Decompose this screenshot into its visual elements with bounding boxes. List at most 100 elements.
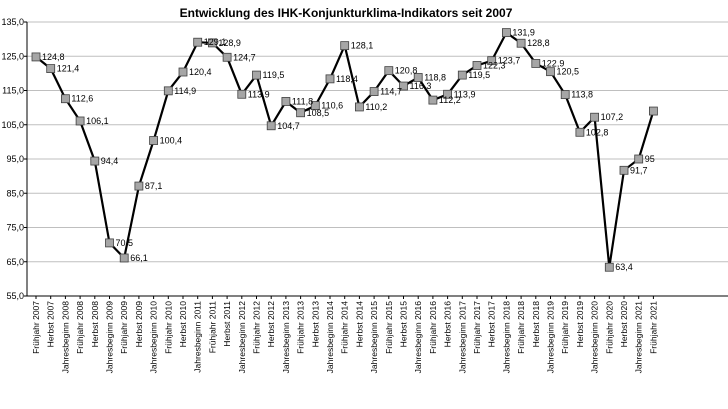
x-tick-label: Jahresbeginn 2012 [237,301,247,374]
x-tick-label: Herbst 2012 [266,301,276,348]
x-tick-label: Herbst 2014 [354,301,364,348]
data-point [46,64,56,73]
x-tick-label: Frühjahr 2017 [472,301,482,354]
x-tick-label: Jahresbeginn 2009 [105,301,115,374]
x-tick-label: Jahresbeginn 2010 [149,301,159,374]
x-axis-ticks: Frühjahr 2007 Herbst 2007 Jahresbeginn 200… [31,296,658,373]
x-tick-label: Jahresbeginn 2015 [369,301,379,374]
y-tick-label: 115,0 [2,86,24,96]
data-point [384,66,394,76]
data-label: 66,1 [130,253,148,263]
x-tick-label: Jahresbeginn 2014 [325,301,335,374]
data-label: 100,4 [160,136,183,146]
x-tick-label: Herbst 2016 [443,301,453,348]
y-tick-label: 95,0 [6,154,24,164]
data-label: 119,5 [468,70,490,80]
data-label: 119,5 [263,70,285,80]
y-tick-label: 55,0 [6,291,24,301]
data-point [472,61,482,70]
data-point [604,262,614,272]
data-label: 124,7 [233,52,256,62]
data-point [31,52,41,62]
y-tick-label: 135,0 [1,17,24,27]
data-point [222,52,232,62]
data-label: 110,6 [321,101,343,111]
data-label: 91,7 [630,165,648,175]
data-point [501,28,511,38]
data-point [105,238,114,248]
data-point [575,127,585,137]
data-label: 113,9 [248,89,270,99]
data-label: 120,8 [395,66,418,76]
x-tick-label: Herbst 2020 [619,301,629,348]
data-label: 123,7 [498,56,521,66]
x-tick-label: Herbst 2013 [310,301,320,348]
data-label: 106,1 [86,116,109,126]
x-tick-label: Jahresbeginn 2011 [193,301,203,373]
x-tick-label: Frühjahr 2010 [163,301,173,354]
data-point [531,59,541,68]
data-point [119,253,129,263]
data-label: 114,9 [174,86,196,96]
y-axis-ticks: 55,0 65,0 75,0 85,0 95,0 105,0 115,0 125,0 135,0 [1,17,27,301]
x-tick-label: Jahresbeginn 2020 [590,301,600,374]
data-label: 120,5 [557,67,580,77]
data-label: 118,8 [424,72,446,82]
data-point [90,156,100,166]
data-label: 104,7 [277,121,300,131]
x-tick-label: Jahresbeginn 2008 [60,301,70,374]
data-label: 102,8 [586,127,609,137]
y-tick-label: 75,0 [6,223,24,233]
x-tick-label: Jahresbeginn 2021 [634,301,644,374]
x-tick-label: Frühjahr 2018 [516,301,526,354]
data-label: 112,6 [71,94,93,104]
data-label: 124,8 [42,52,65,62]
x-tick-label: Jahresbeginn 2016 [413,301,423,374]
x-tick-label: Frühjahr 2015 [384,301,394,354]
data-label: 107,2 [601,112,624,122]
data-label: 63,4 [615,262,633,272]
data-label: 113,9 [454,89,476,99]
data-label: 129,1 [204,37,227,47]
x-tick-label: Jahresbeginn 2013 [281,301,291,374]
data-markers [31,28,658,272]
data-label: 131,9 [512,28,535,38]
data-label: 95 [645,154,655,164]
data-label: 128,9 [218,38,241,48]
data-point [61,94,70,104]
data-label: 110,2 [365,102,387,112]
x-tick-label: Frühjahr 2012 [252,301,262,354]
data-point [443,89,453,99]
y-tick-label: 105,0 [1,120,24,130]
y-tick-label: 125,0 [1,51,24,61]
data-label: 116,3 [410,81,432,91]
data-point [619,165,629,175]
data-point [75,116,85,126]
data-point [237,89,247,99]
grid-lines [27,21,728,297]
data-label: 108,5 [307,108,330,118]
data-point [560,90,570,100]
data-point [310,101,320,110]
data-point [252,70,261,80]
data-point [634,154,644,164]
x-tick-label: Frühjahr 2013 [296,301,306,354]
data-label: 121,4 [57,64,80,74]
x-tick-label: Herbst 2008 [90,301,100,348]
data-point [281,97,291,106]
data-point [516,38,526,48]
x-tick-label: Herbst 2017 [487,301,497,348]
data-label: 87,1 [145,181,163,191]
data-point [487,56,497,66]
x-tick-label: Herbst 2019 [575,301,585,348]
y-tick-label: 85,0 [6,188,24,198]
data-point [340,41,350,51]
data-label: 128,8 [527,38,550,48]
data-point [369,87,379,96]
data-labels: 124,8 121,4 112,6 106,1 94,4 70,5 66,1 87,1 100,… [42,28,655,273]
x-tick-label: Herbst 2011 [222,301,232,347]
x-tick-label: Frühjahr 2020 [604,301,614,354]
y-tick-label: 65,0 [6,257,24,267]
x-tick-label: Herbst 2009 [134,301,144,348]
